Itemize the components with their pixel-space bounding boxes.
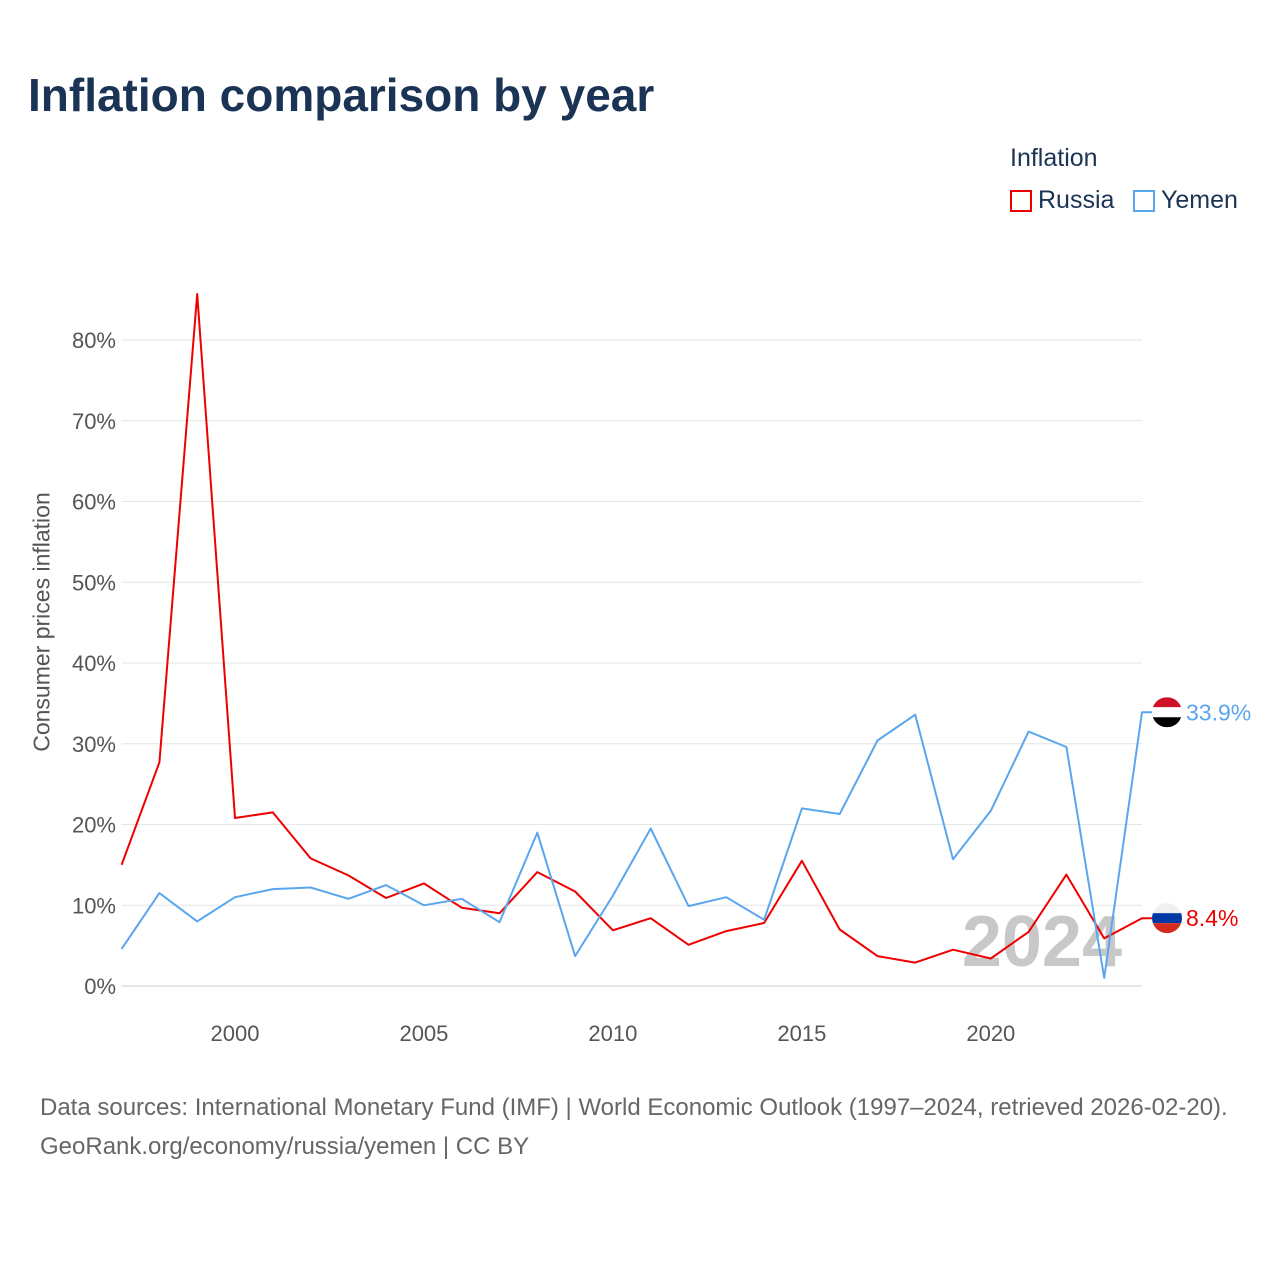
series-line-russia	[120, 293, 1154, 964]
series-line-yemen	[120, 711, 1154, 979]
x-tick-label: 2005	[399, 1021, 448, 1046]
legend-item-yemen[interactable]: Yemen	[1133, 186, 1238, 215]
y-tick-label: 10%	[72, 893, 116, 918]
y-tick-label: 30%	[72, 732, 116, 757]
flag-yemen-icon	[1152, 697, 1182, 728]
x-tick-label: 2010	[588, 1021, 637, 1046]
x-tick-label: 2020	[966, 1021, 1015, 1046]
legend-swatch-russia	[1010, 189, 1032, 212]
legend-swatch-yemen	[1133, 189, 1155, 212]
legend-item-russia[interactable]: Russia	[1010, 186, 1114, 215]
legend-label-yemen: Yemen	[1161, 186, 1238, 214]
y-tick-label: 40%	[72, 651, 116, 676]
y-tick-label: 20%	[72, 813, 116, 838]
y-tick-label: 60%	[72, 490, 116, 515]
end-label-russia: 8.4%	[1186, 905, 1238, 931]
source-link[interactable]: GeoRank.org/economy/russia/yemen | CC BY	[40, 1133, 530, 1160]
x-tick-label: 2015	[777, 1021, 826, 1046]
y-tick-label: 50%	[72, 570, 116, 595]
footer: Data sources: International Monetary Fun…	[40, 1088, 1250, 1166]
legend-title: Inflation	[1010, 144, 1098, 172]
data-sources: Data sources: International Monetary Fun…	[40, 1094, 1228, 1121]
y-tick-label: 0%	[84, 974, 116, 999]
flag-russia-icon	[1152, 903, 1182, 934]
x-tick-label: 2000	[211, 1021, 260, 1046]
legend-label-russia: Russia	[1038, 186, 1115, 214]
end-label-yemen: 33.9%	[1186, 699, 1251, 725]
y-tick-label: 80%	[72, 328, 116, 353]
chart-title: Inflation comparison by year	[28, 69, 655, 121]
y-tick-label: 70%	[72, 409, 116, 434]
watermark-year: 2024	[962, 902, 1122, 982]
